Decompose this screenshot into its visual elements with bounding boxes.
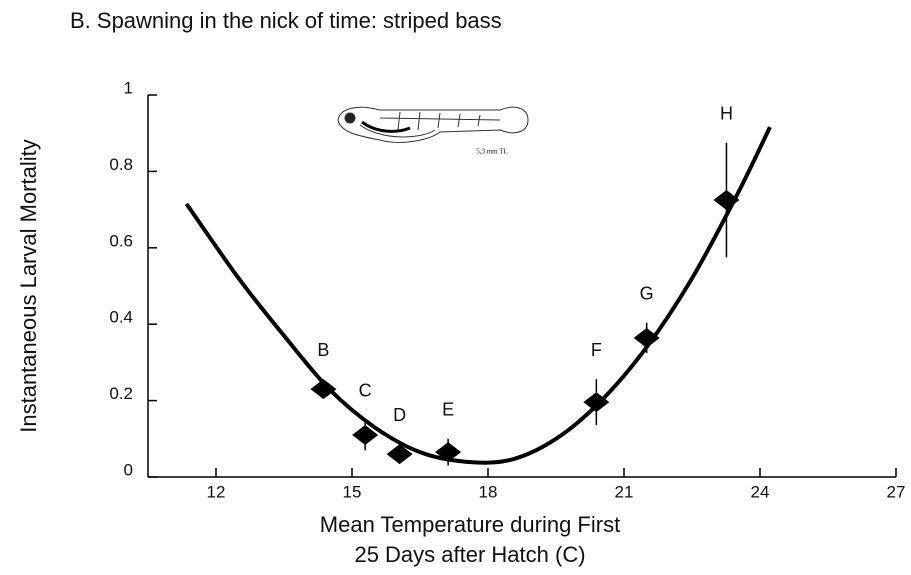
point-label: D [393, 405, 406, 425]
annotation: 5,3 mm TL [476, 148, 508, 156]
x-tick-label: 15 [343, 482, 362, 501]
data-point [713, 190, 740, 211]
data-point [435, 442, 462, 463]
x-axis-title: 25 Days after Hatch (C) [354, 542, 585, 567]
y-axis-title: Instantaneous Larval Mortality [16, 139, 41, 433]
point-label: G [640, 283, 654, 303]
y-tick-label: 0.6 [109, 231, 133, 250]
point-label: C [359, 380, 372, 400]
fit-curve [184, 126, 772, 465]
y-tick-label: 0.4 [109, 308, 133, 327]
point-label: H [720, 104, 733, 124]
data-point [633, 327, 660, 348]
data-point [386, 444, 413, 465]
y-tick-label: 0.2 [109, 384, 133, 403]
point-label: F [591, 340, 602, 360]
x-axis-title: Mean Temperature during First [320, 512, 620, 537]
chart-title: B. Spawning in the nick of time: striped… [70, 8, 502, 33]
x-tick-label: 21 [615, 482, 634, 501]
y-tick-label: 0 [124, 460, 133, 479]
x-tick-label: 12 [207, 482, 226, 501]
x-tick-label: 27 [887, 482, 906, 501]
larva-illustration [337, 106, 529, 143]
data-point [583, 392, 610, 413]
y-tick-label: 0.8 [109, 155, 133, 174]
data-point [352, 424, 379, 445]
data-point [310, 379, 337, 400]
x-tick-label: 18 [479, 482, 498, 501]
point-label: B [317, 340, 329, 360]
x-tick-label: 24 [751, 482, 770, 501]
y-tick-label: 1 [124, 78, 133, 97]
point-label: E [442, 400, 454, 420]
